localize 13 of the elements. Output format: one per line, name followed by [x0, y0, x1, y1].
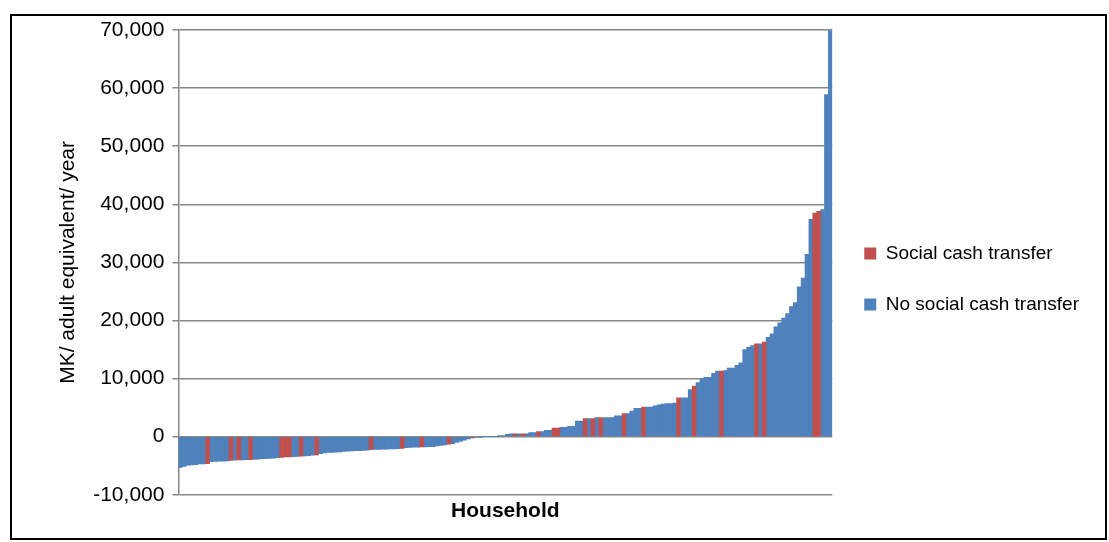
legend-label: No social cash transfer	[885, 292, 1080, 314]
y-tick-label: 60,000	[100, 74, 165, 98]
y-tick-label: 0	[152, 423, 165, 447]
legend-label: Social cash transfer	[885, 241, 1054, 263]
y-tick-label: 70,000	[100, 16, 165, 40]
y-tick-label: 30,000	[100, 249, 165, 273]
y-tick-label: 10,000	[100, 365, 165, 389]
y-tick-label: 20,000	[100, 307, 165, 331]
y-tick-label: 50,000	[100, 133, 165, 156]
y-axis-title: MK/ adult equivalent/ year	[55, 140, 79, 384]
y-tick-label: 40,000	[100, 191, 165, 215]
x-axis-title: Household	[451, 498, 560, 522]
y-tick-label: -10,000	[93, 481, 165, 505]
